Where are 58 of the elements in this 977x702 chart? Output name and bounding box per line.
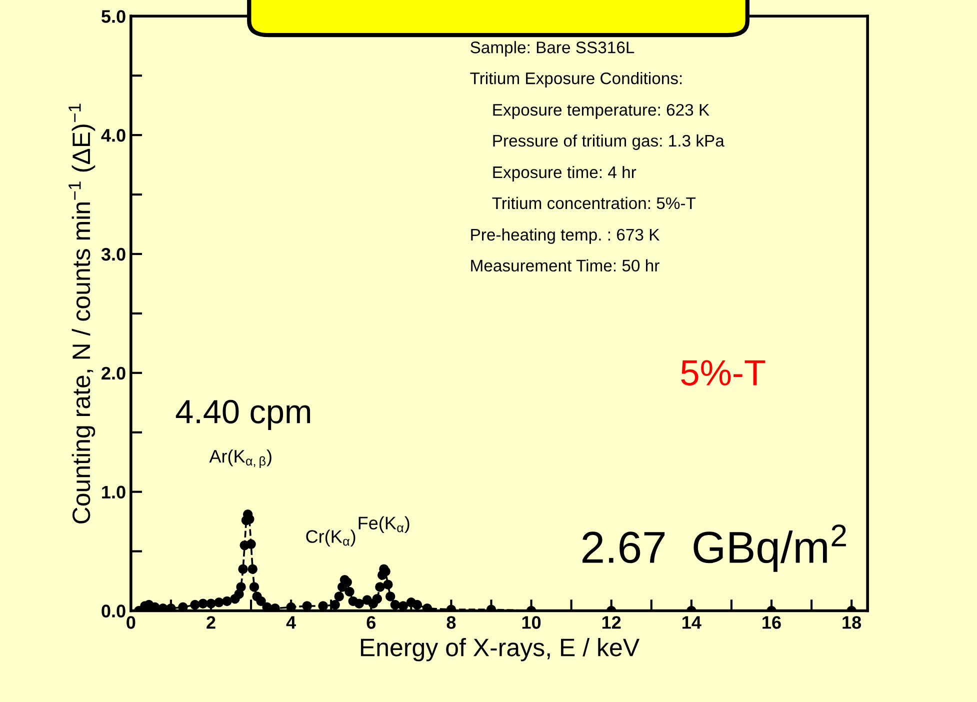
x-tick-label: 6 [366, 616, 376, 629]
x-tick-label: 12 [602, 616, 621, 629]
annotation: Fe(K$_{α}$) [358, 516, 410, 534]
point [330, 600, 340, 610]
point [238, 564, 248, 574]
point [390, 600, 400, 610]
annotation: Exposure temperature: 623 K [493, 104, 710, 120]
point [398, 601, 408, 611]
y-tick-label: 4.0 [101, 129, 126, 142]
y-tick-label: 2.0 [102, 366, 126, 380]
x-tick-label: 16 [762, 616, 781, 629]
point [236, 582, 246, 592]
y-tick-label: 1.0 [102, 486, 126, 499]
annotation: 2.67 GBq/m$^{2}$ [582, 524, 846, 572]
annotation: Sample: Bare SS316L [470, 41, 634, 57]
point [412, 600, 422, 610]
x-tick-label: 18 [842, 616, 862, 629]
y-tick-label: 3.0 [101, 248, 126, 261]
point [354, 598, 364, 608]
point [222, 596, 232, 606]
x-tick-label: 0 [126, 616, 136, 629]
point [256, 596, 266, 606]
annotation: Exposure time: 4 hr [493, 166, 636, 182]
annotation: 5%-T [681, 360, 766, 386]
point [190, 600, 200, 610]
point [178, 602, 188, 611]
x-tick-label: 8 [446, 616, 456, 629]
x-tick-label: 4 [286, 616, 296, 629]
point [385, 592, 396, 602]
point [302, 601, 312, 611]
annotation: Pre-heating temp. : 673 K [471, 228, 660, 244]
point [286, 602, 296, 611]
annotation: Measurement Time: 50 hr [471, 259, 660, 272]
point [248, 564, 258, 574]
y-tick-label: 0.0 [102, 604, 126, 618]
point [214, 598, 224, 608]
point [383, 580, 393, 590]
point [206, 598, 216, 608]
x-tick-label: 14 [682, 616, 702, 629]
point [318, 601, 328, 611]
point [344, 586, 354, 597]
annotation: Tritium concentration: 5%-T [492, 196, 696, 210]
point [249, 582, 260, 592]
x-axis-title: Energy of X-rays, E / keV [360, 638, 640, 662]
annotation: Pressure of tritium gas: 1.3 kPa [493, 134, 724, 150]
x-tick-label: 2 [206, 616, 216, 629]
y-axis-title: Counting rate, N / counts min$^{−1}$ (ΔE)$^{−1}$ [68, 104, 96, 524]
annotation: Ar(K$_{α,β}$) [209, 449, 272, 468]
annotation: Cr(K$_{α}$) [306, 530, 356, 546]
point [198, 598, 208, 608]
annotation: 4.40 cpm [176, 400, 310, 430]
annotation: Tritium Exposure Conditions: [470, 72, 682, 88]
y-tick-label: 5.0 [102, 10, 126, 23]
x-tick-label: 10 [522, 616, 541, 629]
point [334, 592, 344, 602]
point [246, 539, 256, 550]
point [372, 594, 382, 604]
point [375, 582, 385, 592]
